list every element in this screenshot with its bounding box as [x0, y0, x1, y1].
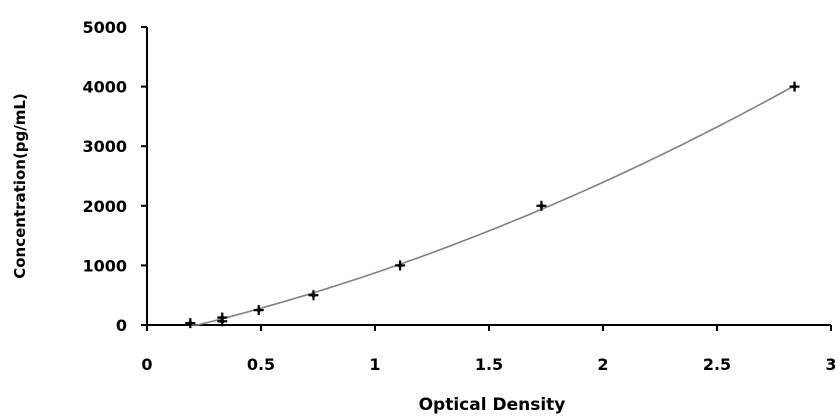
data-point-dot — [311, 293, 316, 298]
x-tick-label: 0.5 — [247, 355, 275, 374]
data-point — [536, 200, 547, 211]
x-tick-labels: 0 0.5 1 1.5 2 2.5 3 — [141, 355, 836, 374]
data-point-dot — [188, 320, 193, 326]
fit-curve-line — [190, 84, 795, 326]
y-tick-label: 1000 — [82, 256, 127, 275]
y-axis — [141, 26, 148, 326]
data-point-dot — [539, 203, 544, 208]
x-tick-label: 1 — [369, 355, 380, 374]
data-point — [308, 290, 319, 301]
x-axis — [146, 324, 832, 331]
data-point — [789, 81, 800, 92]
x-tick-label: 2.5 — [703, 355, 731, 374]
data-point — [253, 305, 264, 316]
x-tick-label: 1.5 — [475, 355, 503, 374]
y-tick-label: 5000 — [82, 18, 127, 37]
y-tick-labels: 0 1000 2000 3000 4000 5000 — [82, 18, 127, 335]
data-point-dot — [792, 84, 797, 89]
data-point — [185, 318, 196, 329]
y-tick-label: 4000 — [82, 78, 127, 97]
y-tick-label: 0 — [116, 316, 127, 335]
fit-curve-group — [190, 84, 795, 326]
data-points — [185, 81, 800, 329]
data-point — [395, 260, 406, 271]
data-point-dot — [220, 315, 225, 320]
y-axis-label: Concentration(pg/mL) — [11, 93, 29, 279]
x-axis-label: Optical Density — [419, 395, 566, 415]
x-tick-label: 2 — [597, 355, 608, 374]
x-tick-label: 3 — [825, 355, 836, 374]
y-tick-label: 2000 — [82, 197, 127, 216]
data-point-dot — [397, 263, 403, 268]
data-point-dot — [256, 307, 261, 313]
x-tick-label: 0 — [141, 355, 152, 374]
data-point — [217, 312, 228, 323]
y-tick-label: 3000 — [82, 137, 127, 156]
